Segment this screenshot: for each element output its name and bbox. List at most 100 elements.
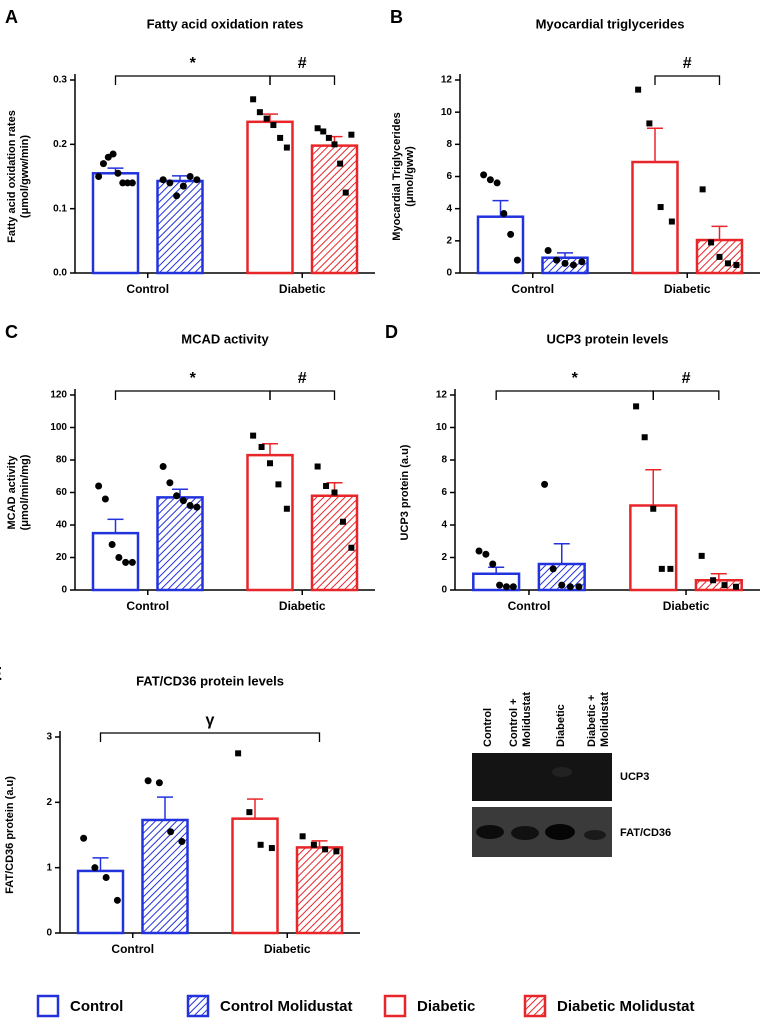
- data-point: [283, 144, 290, 151]
- western-blot: [472, 753, 612, 857]
- data-point: [710, 577, 717, 584]
- data-point: [641, 434, 648, 441]
- data-point: [193, 176, 201, 184]
- significance-bracket: [99, 732, 321, 742]
- y-axis-label: Fatty acid oxidation rates: [6, 110, 18, 243]
- data-point: [310, 841, 317, 848]
- data-point: [267, 460, 273, 467]
- error-bar: [557, 252, 573, 258]
- legend-swatch: [36, 994, 60, 1018]
- lane-label: Diabetic: [555, 704, 567, 747]
- legend-swatch: [523, 994, 547, 1018]
- y-axis-label: Myocardial Triglycerides: [391, 112, 403, 240]
- data-point: [699, 186, 706, 193]
- data-point: [80, 834, 88, 842]
- lane-label: Control +: [508, 698, 520, 747]
- chart-title: MCAD activity: [181, 331, 269, 346]
- data-point: [502, 583, 510, 591]
- y-tick-label: 0: [446, 268, 452, 279]
- data-point: [333, 848, 340, 855]
- x-tick-label: Diabetic: [279, 282, 326, 296]
- significance-label: *: [190, 370, 197, 387]
- data-point: [102, 873, 110, 881]
- error-bar: [157, 796, 173, 820]
- error-bar: [247, 798, 263, 819]
- legend-swatch: [186, 994, 210, 1018]
- panel-label: B: [390, 7, 403, 27]
- data-point: [331, 141, 338, 148]
- data-point: [486, 176, 494, 184]
- y-tick-label: 0: [441, 585, 447, 596]
- y-axis-label: FAT/CD36 protein (a.u): [4, 776, 16, 894]
- data-point: [119, 179, 127, 187]
- chart-title: Myocardial triglycerides: [536, 16, 685, 31]
- data-point: [339, 518, 346, 525]
- legend-label: Control: [70, 998, 123, 1015]
- error-bar: [488, 566, 505, 574]
- data-point: [507, 230, 515, 238]
- y-tick-label: 120: [50, 390, 67, 401]
- lane-label: Molidustat: [521, 692, 533, 747]
- data-point: [650, 505, 657, 512]
- y-tick-label: 1: [46, 862, 52, 873]
- data-point: [91, 864, 99, 872]
- significance-bracket: [495, 390, 654, 400]
- data-point: [179, 182, 187, 190]
- data-point: [178, 838, 186, 846]
- y-tick-label: 2: [441, 552, 447, 563]
- data-point: [256, 109, 263, 116]
- y-tick-label: 100: [50, 422, 67, 433]
- lane-label: Diabetic +: [586, 695, 598, 747]
- legend-label: Diabetic: [417, 998, 475, 1015]
- y-axis-label: (μmol/min/mg): [19, 454, 31, 530]
- bar: [295, 846, 344, 935]
- y-tick-label: 80: [56, 455, 68, 466]
- x-tick-label: Diabetic: [664, 282, 711, 296]
- data-point: [166, 479, 174, 487]
- data-point: [99, 160, 107, 168]
- data-point: [724, 260, 731, 267]
- data-point: [489, 560, 497, 568]
- x-tick-label: Control: [508, 599, 551, 613]
- significance-label: #: [298, 370, 307, 387]
- data-point: [708, 239, 715, 246]
- y-tick-label: 12: [436, 390, 448, 401]
- data-point: [569, 261, 577, 269]
- significance-bracket: [654, 75, 721, 85]
- error-bar: [92, 857, 109, 871]
- x-tick-label: Diabetic: [663, 599, 710, 613]
- significance-label: #: [683, 55, 692, 72]
- x-tick-label: Control: [511, 282, 554, 296]
- y-tick-label: 2: [446, 235, 452, 246]
- data-point: [475, 547, 483, 555]
- data-point: [128, 558, 136, 566]
- bar: [141, 818, 189, 935]
- bar: [91, 172, 140, 275]
- y-tick-label: 6: [446, 171, 452, 182]
- panel-label: C: [5, 322, 18, 342]
- data-point: [122, 558, 130, 566]
- bar: [246, 120, 294, 275]
- y-tick-label: 8: [446, 139, 452, 150]
- bar: [476, 215, 525, 275]
- data-point: [299, 833, 306, 840]
- band: [511, 826, 539, 840]
- data-point: [323, 483, 330, 489]
- x-tick-label: Diabetic: [279, 599, 326, 613]
- data-point: [561, 259, 569, 267]
- data-point: [268, 845, 275, 852]
- data-point: [95, 482, 103, 490]
- data-point: [496, 581, 504, 589]
- y-tick-label: 6: [441, 487, 447, 498]
- data-point: [275, 481, 282, 488]
- data-point: [348, 131, 355, 138]
- y-tick-label: 0.2: [53, 139, 67, 150]
- y-axis-label: (μmol/gww): [404, 146, 416, 207]
- y-tick-label: 40: [56, 520, 68, 531]
- data-point: [270, 122, 277, 129]
- lane-label: Control: [482, 708, 494, 747]
- y-tick-label: 8: [441, 455, 447, 466]
- bar: [156, 179, 204, 275]
